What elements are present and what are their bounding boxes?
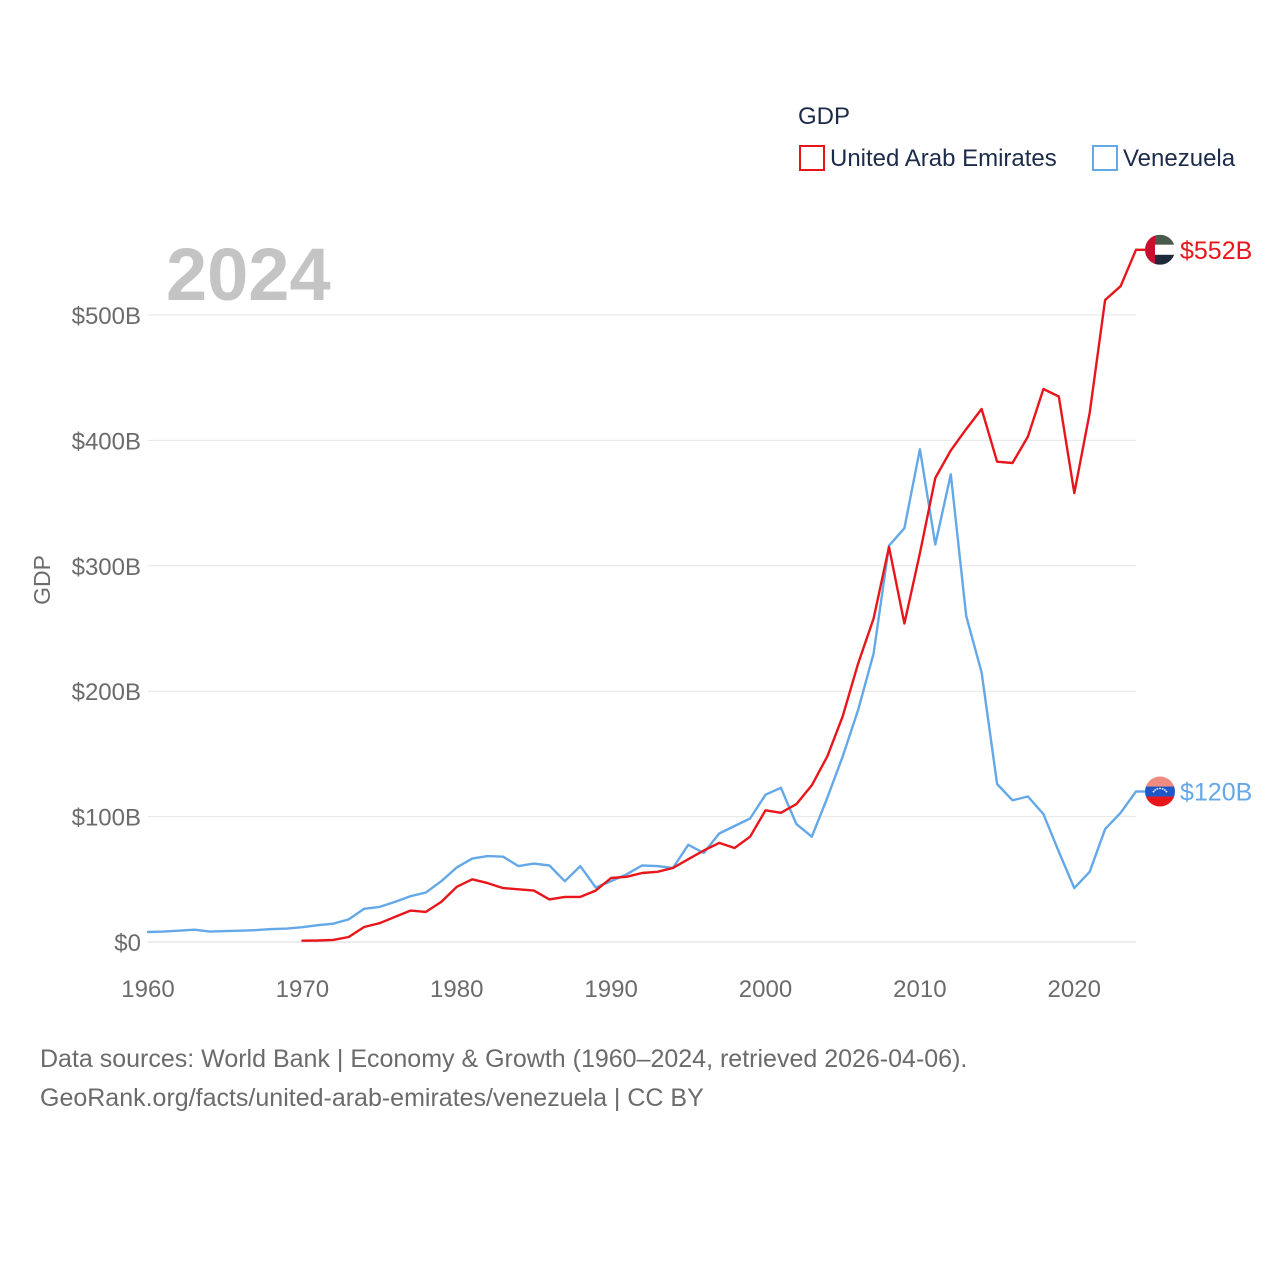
venezuela-flag-icon [1145,776,1175,807]
legend-label-venezuela: Venezuela [1123,145,1236,172]
gridlines [148,314,1136,943]
footer: Data sources: World Bank | Economy & Gro… [40,1040,967,1118]
x-tick-label: 2000 [739,976,792,1003]
legend: GDP United Arab Emirates Venezuela [798,103,1236,172]
y-tick-label: $0 [114,930,141,957]
x-tick-label: 1960 [121,976,174,1003]
legend-item-united-arab-emirates[interactable]: United Arab Emirates [799,145,1057,172]
end-label-venezuela: $120B [1180,779,1252,807]
y-axis-label: GDP [29,555,55,605]
legend-swatch-venezuela [1092,145,1118,171]
x-tick-label: 1990 [584,976,637,1003]
line-chart: 2024 $0 $100B $200B $300B $400B $500B 1960 197… [29,103,1252,1003]
x-axis-ticks: 1960 1970 1980 1990 2000 2010 2020 [121,976,1101,1003]
legend-item-venezuela[interactable]: Venezuela [1092,145,1236,172]
x-tick-label: 1970 [276,976,329,1003]
series-end-labels: $120B $552B [1136,234,1252,807]
x-tick-label: 1980 [430,976,483,1003]
year-label: 2024 [166,233,331,316]
legend-swatch-united-arab-emirates [799,145,825,171]
y-tick-label: $400B [72,428,141,455]
legend-label-united-arab-emirates: United Arab Emirates [830,145,1057,172]
source-link[interactable]: GeoRank.org/facts/united-arab-emirates/v… [40,1084,704,1112]
y-axis-ticks: $0 $100B $200B $300B $400B $500B [72,303,141,957]
series-lines [146,248,1138,942]
x-tick-label: 2020 [1048,976,1101,1003]
y-tick-label: $500B [72,303,141,330]
y-tick-label: $200B [72,679,141,706]
data-sources-note: Data sources: World Bank | Economy & Gro… [40,1045,968,1073]
uae-flag-icon [1145,234,1175,265]
series-line-united-arab-emirates [301,248,1138,942]
series-line-venezuela [146,448,1138,934]
x-tick-label: 2010 [893,976,946,1003]
end-label-united-arab-emirates: $552B [1180,237,1252,265]
y-tick-label: $300B [72,554,141,581]
legend-title: GDP [798,103,850,130]
y-tick-label: $100B [72,805,141,832]
